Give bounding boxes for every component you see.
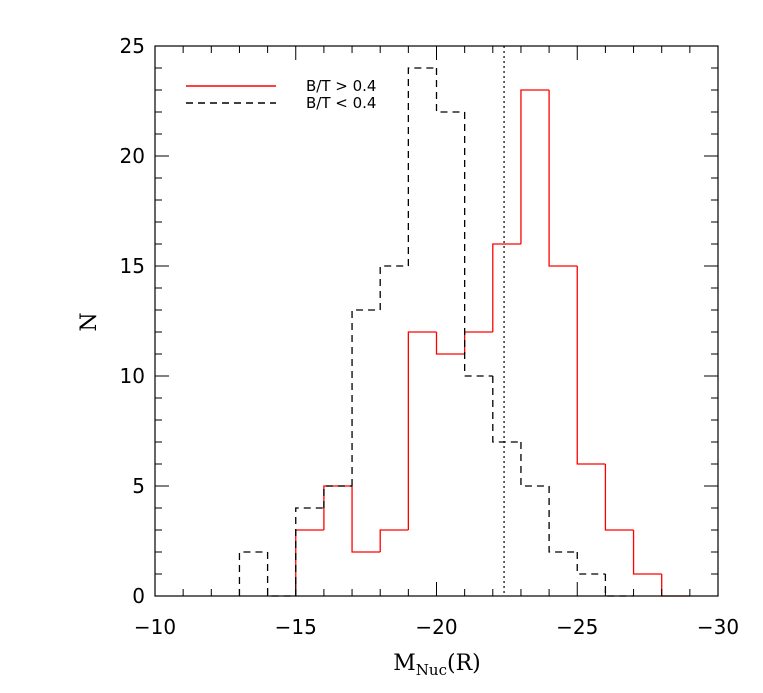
series-1-bin-8 <box>379 265 409 310</box>
x-tick-label: −15 <box>275 615 317 639</box>
series-0-bin-12 <box>492 243 521 332</box>
y-tick-label: 25 <box>120 34 145 58</box>
series-1-bin-5 <box>295 507 324 596</box>
series-0-bin-17 <box>632 530 662 575</box>
y-tick-label: 10 <box>120 364 145 388</box>
x-tick-label: −20 <box>415 615 457 639</box>
series-1-bin-3 <box>238 551 268 596</box>
plot-frame <box>154 45 719 597</box>
histogram-series-layer <box>238 67 690 597</box>
y-tick-label: 20 <box>120 144 145 168</box>
series-1-bin-15 <box>576 552 606 575</box>
y-tick-label: 0 <box>132 584 145 608</box>
series-0-bin-8 <box>379 529 409 552</box>
x-tick-label: −30 <box>697 615 739 639</box>
tick-labels: −10 −15 −20 −25 −30 0 5 10 15 20 25 <box>120 34 740 639</box>
series-0-bin-15 <box>576 266 606 465</box>
x-axis-label-sub: Nuc <box>416 661 447 679</box>
x-axis-label-main: M <box>393 651 416 676</box>
legend: B/T > 0.4 B/T < 0.4 <box>186 77 376 112</box>
series-1-bin-14 <box>548 486 578 553</box>
series-1-bin-12 <box>492 376 521 443</box>
x-axis-label-suffix: (R) <box>447 651 481 676</box>
y-axis-label: N <box>77 312 102 331</box>
series-1-bin-6 <box>323 485 353 508</box>
series-0-bin-7 <box>351 486 381 553</box>
series-0-bin-10 <box>435 332 465 355</box>
legend-label-dashed: B/T < 0.4 <box>306 94 376 112</box>
series-0-bin-16 <box>604 464 634 531</box>
legend-label-solid: B/T > 0.4 <box>306 77 376 95</box>
series-0-bin-18 <box>661 574 690 597</box>
series-0 <box>295 89 690 597</box>
series-0-bin-11 <box>464 331 493 354</box>
series-1-bin-7 <box>351 309 381 486</box>
series-0-bin-14 <box>548 90 578 267</box>
series-0-bin-6 <box>323 485 353 530</box>
x-tick-label: −10 <box>134 615 176 639</box>
series-1-bin-10 <box>435 68 465 113</box>
series-1-bin-4 <box>266 552 296 597</box>
series-0-bin-9 <box>407 331 437 530</box>
y-tick-label: 5 <box>132 474 145 498</box>
series-1-bin-13 <box>520 442 550 487</box>
series-0-bin-5 <box>295 529 324 596</box>
x-tick-label: −25 <box>556 615 598 639</box>
series-1-bin-11 <box>464 112 493 377</box>
series-0-bin-13 <box>520 89 550 244</box>
series-1-bin-16 <box>604 574 634 597</box>
y-tick-label: 15 <box>120 254 145 278</box>
axis-ticks <box>154 45 719 597</box>
series-1-bin-9 <box>407 67 437 266</box>
x-axis-label: MNuc(R) <box>393 651 480 679</box>
